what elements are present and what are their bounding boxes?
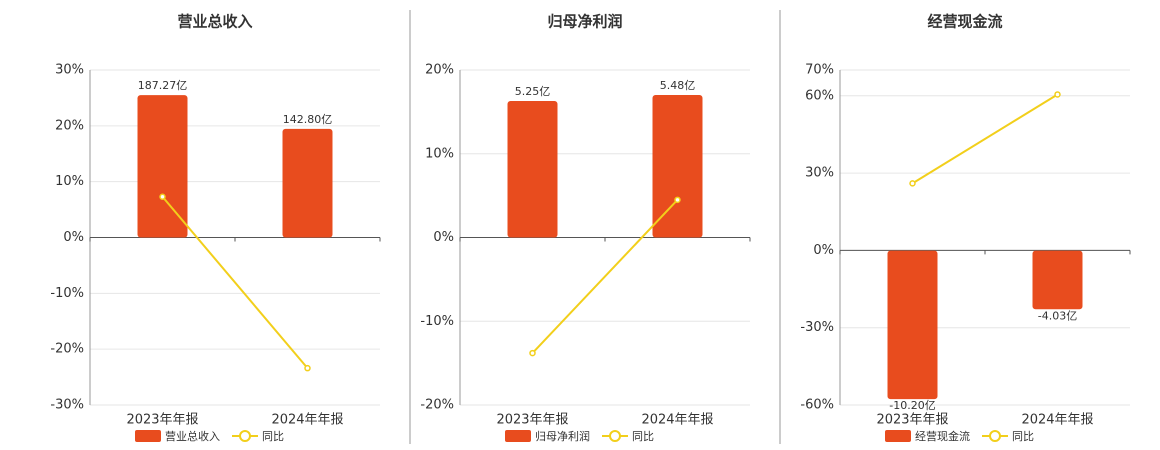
- y-tick-label: 30%: [55, 63, 84, 78]
- y-tick-label: -30%: [50, 398, 84, 413]
- y-tick-label: 10%: [425, 146, 454, 161]
- line: [531, 199, 679, 354]
- x-tick-label: 2024年年报: [641, 413, 713, 428]
- x-tick-label: 2024年年报: [1021, 413, 1093, 428]
- chart-title: 经营现金流: [927, 13, 1002, 31]
- y-tick-label: 30%: [805, 166, 834, 181]
- legend-swatch: [989, 430, 1001, 442]
- legend-label: 同比: [262, 430, 284, 443]
- legend-swatch: [885, 430, 911, 442]
- y-tick-label: 60%: [805, 88, 834, 103]
- y-tick-label: 20%: [55, 118, 84, 133]
- value-label: 187.27亿: [138, 79, 188, 92]
- legend-label: 营业总收入: [165, 429, 220, 443]
- legend-label: 同比: [1012, 430, 1034, 443]
- line-point: [1054, 91, 1061, 98]
- y-tick-label: -10%: [420, 314, 454, 329]
- x-tick-label: 2023年年报: [126, 413, 198, 428]
- line: [911, 93, 1059, 185]
- x-tick-label: 2023年年报: [876, 413, 948, 428]
- y-tick-label: -10%: [50, 286, 84, 301]
- line-point: [159, 193, 166, 200]
- y-tick-label: -30%: [800, 320, 834, 335]
- chart-title: 营业总收入: [177, 13, 252, 31]
- chart-title: 归母净利润: [547, 13, 622, 31]
- line-point: [674, 196, 681, 204]
- bar: [652, 94, 703, 238]
- y-tick-label: -60%: [800, 398, 834, 413]
- legend-swatch: [505, 430, 531, 442]
- y-tick-label: -20%: [50, 342, 84, 357]
- legend-swatch: [609, 430, 621, 442]
- value-label: -4.03亿: [1038, 309, 1077, 322]
- value-label: 142.80亿: [283, 113, 333, 126]
- y-tick-label: 10%: [55, 174, 84, 189]
- line-point: [909, 180, 916, 187]
- value-label: 5.25亿: [515, 85, 551, 98]
- line: [161, 196, 309, 369]
- y-tick-label: 0%: [813, 243, 834, 258]
- legend-swatch: [239, 430, 251, 442]
- legend-label: 同比: [632, 430, 654, 443]
- y-tick-label: 20%: [425, 63, 454, 78]
- bar: [137, 95, 188, 238]
- bar: [1032, 250, 1083, 310]
- line-point: [529, 349, 536, 357]
- line-point: [304, 364, 311, 372]
- legend-swatch: [135, 430, 161, 442]
- bar: [887, 250, 938, 400]
- y-tick-label: 0%: [433, 230, 454, 245]
- bar: [282, 128, 333, 238]
- x-tick-label: 2023年年报: [496, 413, 568, 428]
- legend-label: 归母净利润: [535, 429, 590, 443]
- value-label: -10.20亿: [889, 399, 935, 412]
- x-tick-label: 2024年年报: [271, 413, 343, 428]
- bar: [507, 100, 558, 238]
- y-tick-label: 70%: [805, 63, 834, 78]
- y-tick-label: 0%: [63, 230, 84, 245]
- legend-label: 经营现金流: [915, 429, 970, 443]
- value-label: 5.48亿: [660, 79, 696, 92]
- y-tick-label: -20%: [420, 398, 454, 413]
